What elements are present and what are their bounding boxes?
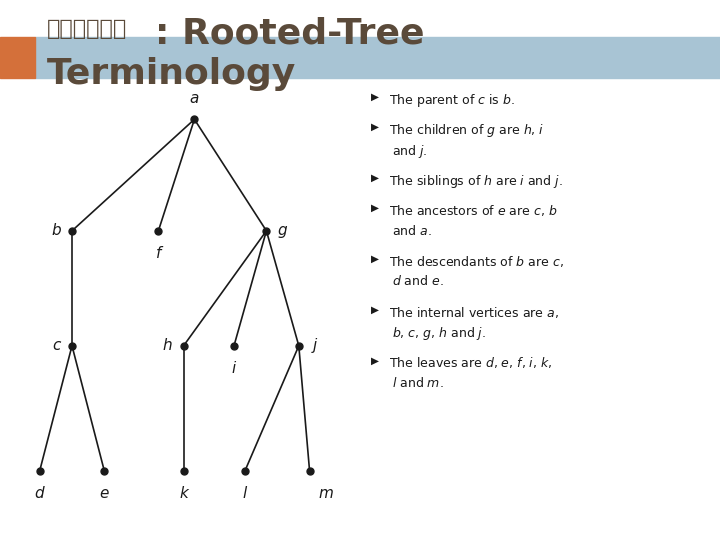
Text: ตวอยาง: ตวอยาง xyxy=(47,19,127,39)
Text: and $j$.: and $j$. xyxy=(392,143,428,159)
Text: ▶: ▶ xyxy=(371,305,379,315)
Text: d: d xyxy=(35,486,45,501)
Text: e: e xyxy=(99,486,109,501)
Text: $l$ and $m$.: $l$ and $m$. xyxy=(392,376,444,390)
Text: ▶: ▶ xyxy=(371,122,379,132)
Text: f: f xyxy=(156,246,161,261)
Text: l: l xyxy=(243,486,247,501)
Text: j: j xyxy=(312,338,317,353)
Text: $b$, $c$, $g$, $h$ and $j$.: $b$, $c$, $g$, $h$ and $j$. xyxy=(392,325,487,342)
Text: a: a xyxy=(189,91,199,106)
Text: The descendants of $b$ are $c$,: The descendants of $b$ are $c$, xyxy=(389,254,564,269)
Text: The ancestors of $e$ are $c$, $b$: The ancestors of $e$ are $c$, $b$ xyxy=(389,203,557,218)
Text: The parent of $c$ is $b$.: The parent of $c$ is $b$. xyxy=(389,92,515,109)
Text: k: k xyxy=(179,486,188,501)
Text: m: m xyxy=(318,486,333,501)
Text: c: c xyxy=(52,338,60,353)
Text: ▶: ▶ xyxy=(371,254,379,264)
Text: and $a$.: and $a$. xyxy=(392,224,432,238)
Text: b: b xyxy=(51,224,61,238)
Text: g: g xyxy=(277,224,287,238)
Text: Terminology: Terminology xyxy=(47,57,296,91)
Text: The siblings of $h$ are $i$ and $j$.: The siblings of $h$ are $i$ and $j$. xyxy=(389,173,562,190)
Text: The internal vertices are $a$,: The internal vertices are $a$, xyxy=(389,305,559,320)
Text: h: h xyxy=(163,338,173,353)
Text: ▶: ▶ xyxy=(371,92,379,102)
Text: ▶: ▶ xyxy=(371,173,379,183)
Text: i: i xyxy=(232,361,236,376)
Text: The children of $g$ are $h$, $i$: The children of $g$ are $h$, $i$ xyxy=(389,122,544,139)
Text: ▶: ▶ xyxy=(371,355,379,366)
Text: : Rooted-Tree: : Rooted-Tree xyxy=(155,16,424,50)
Text: The leaves are $d$, $e$, $f$, $i$, $k$,: The leaves are $d$, $e$, $f$, $i$, $k$, xyxy=(389,355,552,370)
Text: ▶: ▶ xyxy=(371,203,379,213)
Text: $d$ and $e$.: $d$ and $e$. xyxy=(392,274,444,288)
